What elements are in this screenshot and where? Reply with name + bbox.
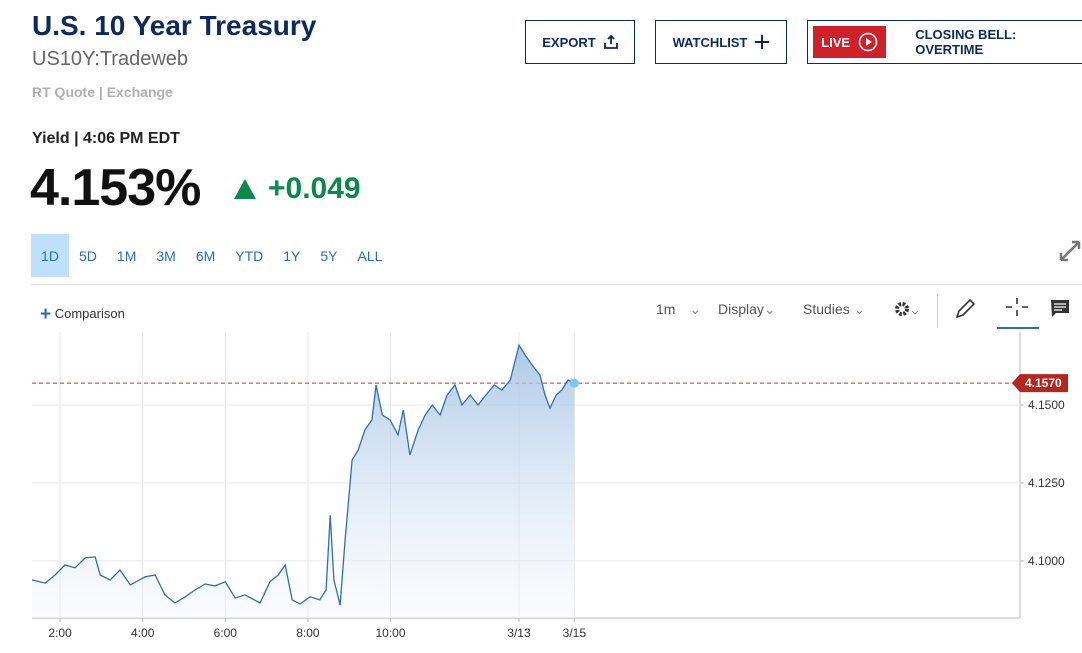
range-selector: 1D 5D 1M 3M 6M YTD 1Y 5Y ALL bbox=[31, 234, 392, 277]
range-button[interactable]: 6M bbox=[195, 247, 216, 264]
range-button[interactable]: 1M bbox=[116, 247, 137, 264]
interval-button[interactable]: 1m ⌄ bbox=[656, 301, 702, 317]
watchlist-label: WATCHLIST bbox=[672, 34, 748, 50]
toolbar-divider bbox=[937, 294, 938, 328]
live-badge: LIVE bbox=[813, 26, 887, 58]
studies-label: Studies bbox=[803, 301, 850, 317]
range-button[interactable]: 1D bbox=[31, 234, 69, 277]
range-button[interactable]: 5Y bbox=[320, 247, 338, 264]
interval-label: 1m bbox=[656, 301, 676, 317]
export-icon bbox=[603, 35, 618, 49]
display-label: Display bbox=[718, 301, 764, 317]
symbol: US10Y:Tradeweb bbox=[32, 48, 189, 70]
play-icon bbox=[858, 32, 878, 52]
settings-icon[interactable] bbox=[892, 298, 922, 320]
display-button[interactable]: Display⌄ bbox=[718, 301, 776, 317]
draw-icon[interactable] bbox=[954, 298, 976, 320]
y-tick-label: 4.1500 bbox=[1028, 398, 1065, 412]
y-tick-label: 4.1250 bbox=[1028, 476, 1065, 490]
x-tick-label: 6:00 bbox=[214, 626, 238, 640]
price-change: +0.049 bbox=[268, 172, 361, 205]
divider bbox=[31, 284, 1082, 285]
plus-icon bbox=[755, 35, 770, 49]
range-button[interactable]: ALL bbox=[357, 247, 383, 264]
y-tick-label: 4.1000 bbox=[1028, 554, 1065, 568]
quote-time: Yield | 4:06 PM EDT bbox=[32, 130, 180, 147]
comment-icon[interactable] bbox=[1049, 298, 1071, 320]
quote-source: RT Quote | Exchange bbox=[32, 84, 173, 100]
expand-icon[interactable] bbox=[1058, 233, 1082, 263]
range-button[interactable]: 1Y bbox=[283, 247, 301, 264]
program-label: CLOSING BELL: OVERTIME bbox=[915, 27, 1017, 57]
last-price: 4.153% bbox=[30, 159, 201, 217]
title: U.S. 10 Year Treasury bbox=[32, 10, 317, 41]
range-button[interactable]: 3M bbox=[156, 247, 176, 264]
comparison-label: Comparison bbox=[54, 306, 125, 321]
export-label: EXPORT bbox=[542, 34, 596, 50]
current-price-tag bbox=[1012, 374, 1068, 393]
live-button[interactable]: LIVE CLOSING BELL: OVERTIME bbox=[807, 20, 1082, 64]
watchlist-button[interactable]: WATCHLIST bbox=[655, 20, 787, 64]
live-label: LIVE bbox=[821, 34, 851, 50]
last-point bbox=[569, 378, 579, 388]
x-tick-label: 8:00 bbox=[296, 626, 320, 640]
x-tick-label: 2:00 bbox=[48, 626, 72, 640]
current-price-label: 4.1570 bbox=[1025, 376, 1062, 390]
range-button[interactable]: YTD bbox=[235, 247, 264, 264]
export-button[interactable]: EXPORT bbox=[525, 20, 635, 64]
x-tick-label: 3/13 bbox=[507, 626, 531, 640]
x-tick-label: 3/15 bbox=[563, 626, 587, 640]
x-tick-label: 10:00 bbox=[376, 626, 406, 640]
up-arrow bbox=[234, 179, 256, 199]
studies-button[interactable]: Studies ⌄ bbox=[803, 301, 866, 317]
range-button[interactable]: 5D bbox=[79, 247, 97, 264]
x-tick-label: 4:00 bbox=[131, 626, 155, 640]
crosshair-icon[interactable] bbox=[996, 296, 1040, 330]
comparison-button[interactable]: + Comparison bbox=[40, 304, 125, 325]
price-line bbox=[31, 343, 575, 606]
